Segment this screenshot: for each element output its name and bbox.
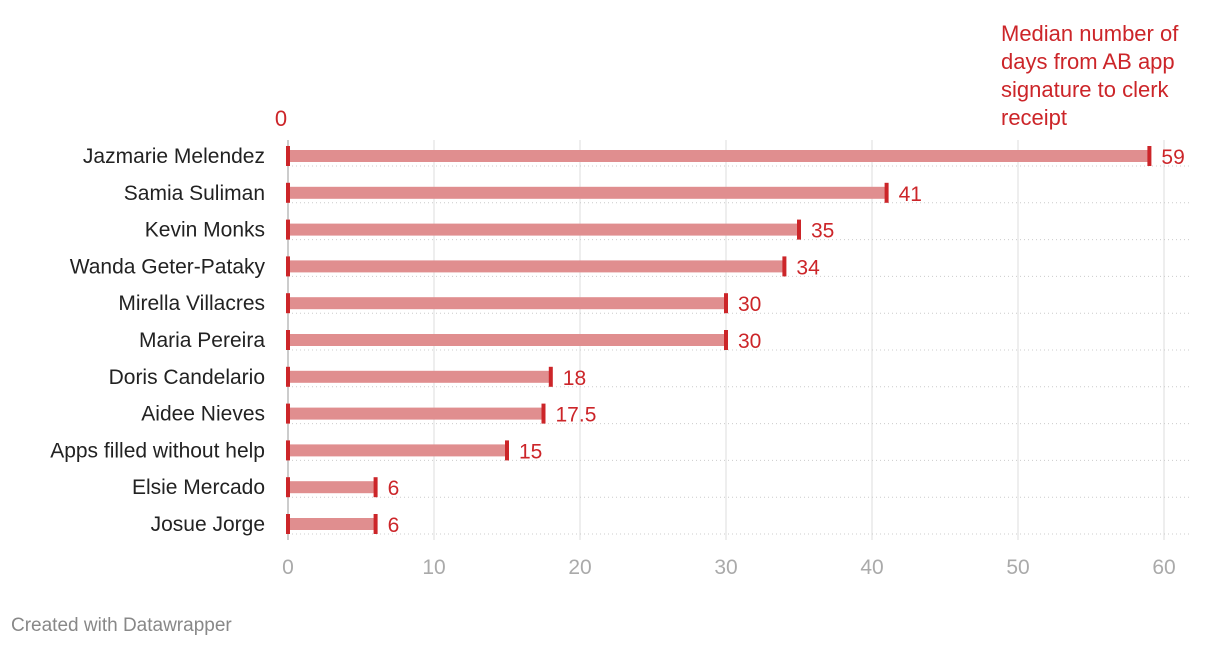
x-tick-label: 20: [568, 556, 591, 579]
labels: 0 10 20 30 40 50 60 Jazmarie Melendez 59 Samia Su…: [50, 145, 1185, 579]
category-label: Mirella Villacres: [118, 292, 265, 315]
bar-start-marker: [286, 182, 290, 203]
bar-start-marker: [286, 440, 290, 461]
category-label: Apps filled without help: [50, 439, 265, 462]
category-label: Doris Candelario: [109, 366, 265, 389]
series-header: 0 Median number of days from AB app signatu…: [275, 21, 1179, 131]
bar-end-marker: [541, 403, 546, 424]
series-name-label: days from AB app: [1001, 49, 1175, 74]
x-tick-label: 60: [1152, 556, 1175, 579]
value-label: 6: [388, 514, 400, 537]
value-label: 59: [1161, 146, 1184, 169]
value-label: 18: [563, 367, 586, 390]
value-label: 34: [796, 256, 820, 279]
series-name-label: receipt: [1001, 105, 1067, 130]
value-label: 17.5: [556, 404, 597, 427]
category-label: Maria Pereira: [139, 329, 265, 352]
value-label: 15: [519, 440, 542, 463]
bar-start-marker: [286, 219, 290, 240]
bar-start-marker: [286, 514, 290, 534]
value-label: 6: [388, 477, 400, 500]
bar-start-marker: [286, 146, 290, 166]
bar-end-marker: [505, 440, 509, 461]
series-name-label: Median number of: [1001, 21, 1179, 46]
x-tick-label: 40: [860, 556, 883, 579]
value-label: 41: [899, 183, 922, 206]
bar: [288, 297, 726, 310]
bar: [288, 223, 799, 236]
bar-start-marker: [286, 366, 290, 387]
bar: [288, 444, 507, 457]
bar: [288, 186, 887, 199]
bar-start-marker: [286, 293, 290, 314]
bar-end-marker: [884, 182, 889, 203]
value-label: 30: [738, 330, 761, 353]
bar-end-marker: [724, 330, 728, 350]
bar: [288, 260, 785, 273]
bar-start-marker: [286, 477, 290, 498]
bar-end-marker: [782, 256, 787, 277]
bars: [286, 146, 1152, 534]
category-label: Aidee Nieves: [141, 403, 265, 426]
bar-end-marker: [1147, 146, 1152, 166]
bar-end-marker: [724, 293, 728, 314]
bar: [288, 370, 551, 383]
value-label: 30: [738, 293, 761, 316]
category-label: Elsie Mercado: [132, 476, 265, 499]
category-label: Kevin Monks: [145, 219, 265, 242]
bar-end-marker: [548, 366, 553, 387]
bar-start-marker: [286, 330, 290, 350]
category-label: Samia Suliman: [124, 182, 265, 205]
bar-start-marker: [286, 403, 290, 424]
bar: [288, 518, 376, 530]
bar: [288, 334, 726, 346]
value-label: 35: [811, 220, 834, 243]
bar: [288, 407, 544, 420]
x-tick-label: 50: [1006, 556, 1029, 579]
bar: [288, 481, 376, 494]
bar-end-marker: [373, 477, 378, 498]
category-label: Jazmarie Melendez: [83, 145, 265, 168]
category-label: Wanda Geter-Pataky: [70, 255, 266, 278]
bar: [288, 150, 1150, 162]
x-tick-label: 30: [714, 556, 737, 579]
x-tick-label: 0: [282, 556, 294, 579]
bar-start-marker: [286, 256, 290, 277]
series-start-label: 0: [275, 106, 287, 131]
bar-end-marker: [373, 514, 378, 534]
datawrapper-credit[interactable]: Created with Datawrapper: [11, 615, 232, 636]
bar-end-marker: [797, 219, 801, 240]
x-tick-label: 10: [422, 556, 445, 579]
series-name-label: signature to clerk: [1001, 77, 1170, 102]
category-label: Josue Jorge: [151, 513, 265, 536]
